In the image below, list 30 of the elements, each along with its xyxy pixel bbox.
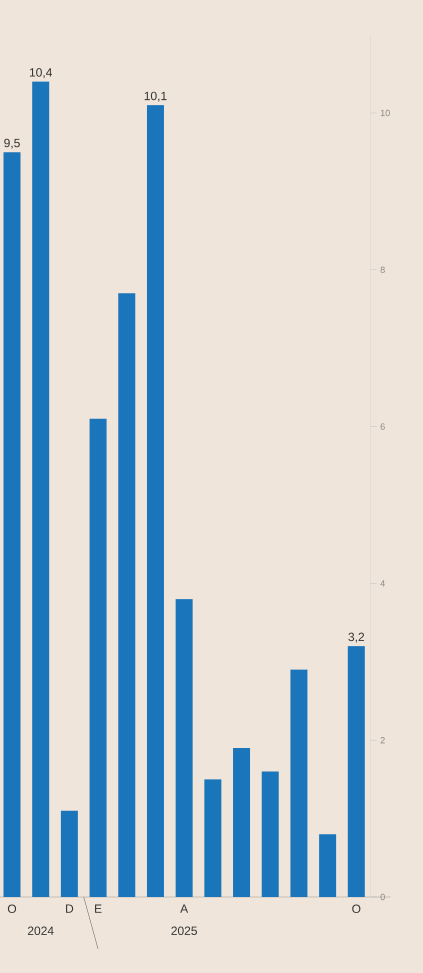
x-tick-label: O [8, 904, 16, 914]
x-tick-label: O [352, 904, 360, 914]
bar [60, 810, 78, 897]
y-tick-label: 2 [380, 737, 385, 744]
y-tick-label: 0 [380, 894, 385, 900]
x-tick-label: A [180, 904, 188, 913]
bar [32, 82, 50, 897]
bar [233, 748, 250, 897]
y-tick-label: 10 [380, 110, 390, 116]
data-label: 10,4 [30, 68, 52, 78]
x-tick-label: D [66, 904, 74, 913]
bar [176, 599, 193, 897]
data-label: 10,1 [144, 92, 167, 102]
bar [290, 670, 308, 897]
data-label: 9,5 [4, 138, 20, 149]
y-tick-label: 4 [380, 580, 385, 586]
data-label: 3,2 [348, 632, 364, 643]
bar [118, 293, 136, 897]
text: 2025 [171, 926, 197, 936]
text: 2024 [28, 926, 54, 936]
y-tick-label: 6 [380, 423, 385, 430]
bar [262, 772, 279, 897]
x-tick-label: E [95, 904, 102, 913]
bar [319, 834, 336, 897]
y-tick-label: 8 [380, 266, 385, 273]
bar [90, 418, 107, 897]
bar [204, 779, 222, 897]
bar [146, 105, 164, 897]
bar [3, 152, 20, 897]
bar [348, 646, 365, 897]
